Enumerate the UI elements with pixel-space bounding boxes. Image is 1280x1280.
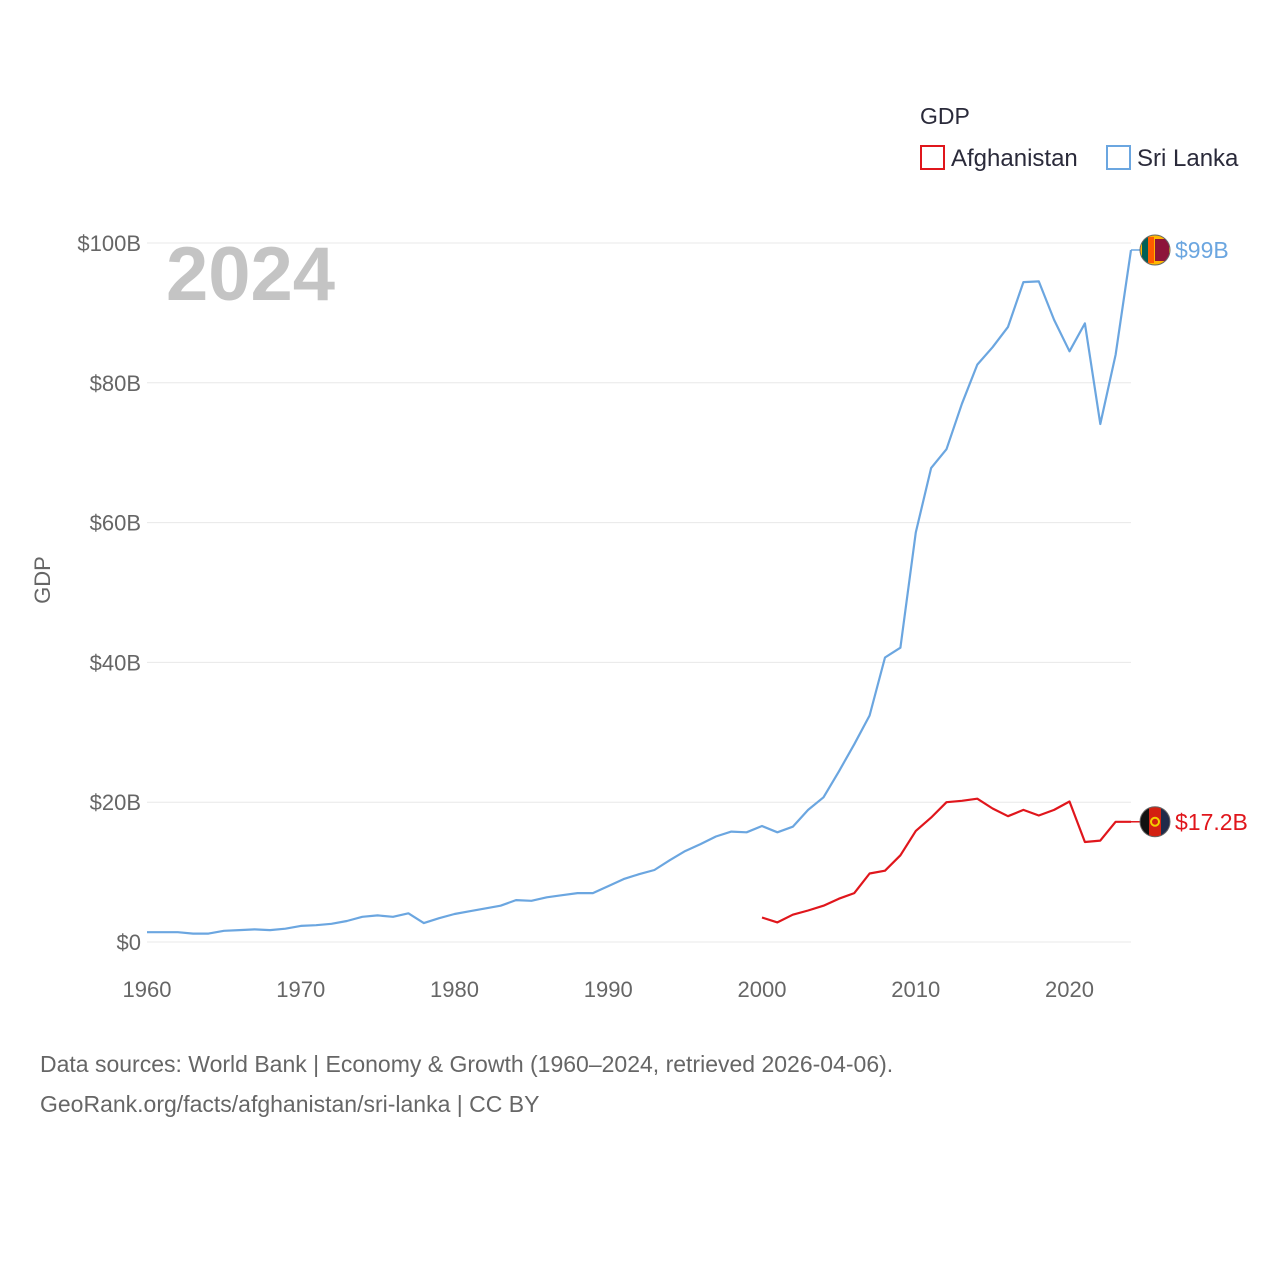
x-tick-label: 2010 <box>891 977 940 1002</box>
x-tick-label: 1990 <box>584 977 633 1002</box>
y-tick-label: $20B <box>90 790 141 815</box>
end-label-sri-lanka: $99B <box>1175 237 1229 263</box>
x-tick-label: 2000 <box>738 977 787 1002</box>
series-line-sri-lanka[interactable] <box>147 249 1133 935</box>
y-axis-label: GDP <box>30 556 55 604</box>
x-tick-label: 1960 <box>123 977 172 1002</box>
y-tick-label: $60B <box>90 511 141 536</box>
x-tick-label: 1980 <box>430 977 479 1002</box>
y-tick-label: $40B <box>90 650 141 675</box>
end-marker-afghanistan: $17.2B <box>1131 806 1248 838</box>
legend: GDP Afghanistan Sri Lanka <box>920 103 1239 172</box>
series-line-afghanistan[interactable] <box>761 797 1131 924</box>
source-line-1: Data sources: World Bank | Economy & Gro… <box>40 1051 894 1077</box>
year-watermark: 2024 <box>166 232 335 317</box>
data-source-note: Data sources: World Bank | Economy & Gro… <box>40 1044 893 1124</box>
legend-title: GDP <box>920 103 970 129</box>
legend-swatch-sri-lanka[interactable] <box>1106 145 1131 170</box>
end-label-afghanistan: $17.2B <box>1175 809 1248 835</box>
series-lines <box>147 249 1133 935</box>
legend-entry-afghanistan[interactable]: Afghanistan <box>951 145 1078 172</box>
flag-sri-lanka-icon <box>1139 234 1171 266</box>
end-marker-sri-lanka: $99B <box>1131 234 1229 266</box>
legend-swatch-afghanistan[interactable] <box>920 145 945 170</box>
source-line-2[interactable]: GeoRank.org/facts/afghanistan/sri-lanka … <box>40 1091 540 1117</box>
y-tick-label: $100B <box>77 231 141 256</box>
y-axis-ticks: $0 $20B $40B $60B $80B $100B <box>77 231 141 955</box>
x-tick-label: 1970 <box>276 977 325 1002</box>
legend-entry-sri-lanka[interactable]: Sri Lanka <box>1137 145 1239 172</box>
x-tick-label: 2020 <box>1045 977 1094 1002</box>
flag-afghanistan-icon <box>1139 806 1171 838</box>
grid-lines <box>147 242 1131 943</box>
y-tick-label: $0 <box>117 930 141 955</box>
y-tick-label: $80B <box>90 371 141 396</box>
x-axis-ticks: 1960 1970 1980 1990 2000 2010 2020 <box>123 977 1094 1002</box>
